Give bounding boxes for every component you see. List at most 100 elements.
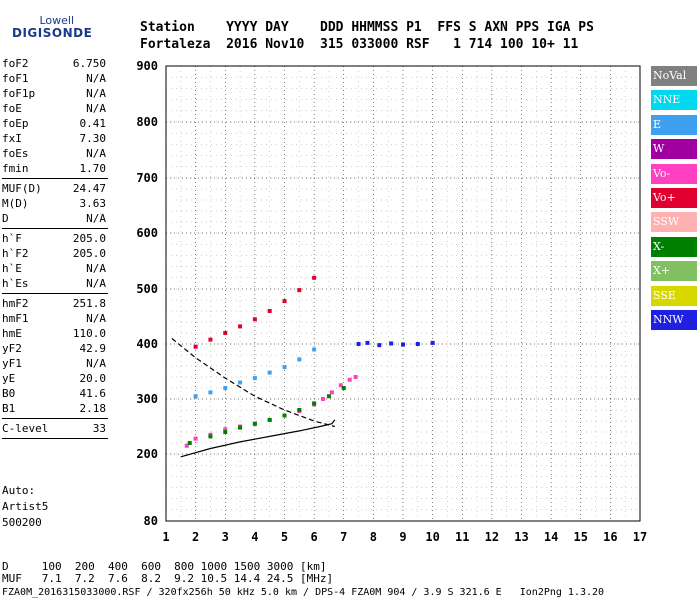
param-name: yF1 (2, 357, 22, 370)
param-row: h`E N/A (2, 261, 108, 276)
echo-point (223, 331, 228, 335)
param-value: 0.41 (79, 117, 107, 130)
echo-point (187, 441, 192, 445)
profile-curves (171, 338, 336, 458)
echo-point (356, 342, 361, 346)
echo-point (341, 386, 346, 390)
param-value: 6.750 (72, 57, 106, 70)
params-group5: C-level 33 (2, 421, 108, 436)
param-row: D N/A (2, 211, 108, 226)
legend-item: Vo- (651, 163, 697, 184)
param-row: foEp 0.41 (2, 116, 108, 131)
echo-traces (184, 275, 435, 448)
echo-point (193, 344, 198, 349)
x-tick-label: 7 (340, 530, 347, 544)
param-value: 3.63 (79, 197, 107, 210)
x-tick-label: 13 (514, 530, 528, 544)
params-group2: MUF(D) 24.47 M(D) 3.63 D N/A (2, 181, 108, 226)
legend: NoVal NNE E W Vo- Vo+ SSW X- X+ SSE NNW (651, 66, 697, 334)
param-value: 7.30 (79, 132, 107, 145)
y-tick-label: 800 (136, 115, 158, 129)
echo-point (377, 343, 382, 348)
echo-point (415, 342, 420, 346)
x-tick-label: 17 (633, 530, 647, 544)
legend-item: W (651, 139, 697, 160)
echo-point (312, 401, 317, 406)
echo-point (267, 309, 272, 313)
param-name: M(D) (2, 197, 29, 210)
echo-point (267, 370, 272, 375)
echo-point (297, 408, 302, 412)
param-row: yF2 42.9 (2, 341, 108, 356)
version-label: 500200 (2, 516, 42, 529)
x-tick-label: 5 (281, 530, 288, 544)
echo-point (365, 340, 370, 345)
param-row: yF1 N/A (2, 356, 108, 371)
x-tick-label: 6 (311, 530, 318, 544)
param-row: fxI 7.30 (2, 131, 108, 146)
chart-grid (165, 65, 641, 522)
param-name: yE (2, 372, 16, 385)
echo-point (338, 383, 343, 388)
param-value: 110.0 (72, 327, 106, 340)
param-value: N/A (86, 87, 106, 100)
param-name: fmin (2, 162, 29, 175)
param-name: yF2 (2, 342, 22, 355)
param-value: N/A (86, 147, 106, 160)
legend-item: SSW (651, 212, 697, 233)
param-row: foEs N/A (2, 146, 108, 161)
legend-item: SSE (651, 285, 697, 306)
param-name: D (2, 212, 9, 225)
echo-point (223, 427, 228, 432)
echo-point (389, 341, 394, 346)
y-tick-label: 300 (136, 392, 158, 406)
param-value: 20.0 (79, 372, 107, 385)
artist-label: Artist5 (2, 500, 49, 513)
param-name: h`F2 (2, 247, 29, 260)
param-row: hmF2 251.8 (2, 296, 108, 311)
param-value: 42.9 (79, 342, 107, 355)
echo-point (252, 376, 257, 381)
legend-item: NNE (651, 90, 697, 111)
param-value: 2.18 (79, 402, 107, 415)
param-value: N/A (86, 212, 106, 225)
param-name: h`Es (2, 277, 29, 290)
param-row: hmE 110.0 (2, 326, 108, 341)
param-row: h`Es N/A (2, 276, 108, 291)
x-tick-label: 16 (603, 530, 617, 544)
y-tick-label: 500 (136, 282, 158, 296)
param-row: foF1 N/A (2, 71, 108, 86)
echo-point (208, 434, 213, 439)
echo-point (223, 386, 228, 390)
param-name: foF1p (2, 87, 36, 100)
y-tick-label: 700 (136, 171, 158, 185)
profile-curve (180, 419, 336, 458)
x-tick-label: 12 (485, 530, 499, 544)
param-name: foEs (2, 147, 29, 160)
x-tick-label: 2 (192, 530, 199, 544)
param-row: h`F 205.0 (2, 231, 108, 246)
param-value: 41.6 (79, 387, 107, 400)
param-value: 205.0 (72, 247, 106, 260)
param-value: 251.8 (72, 297, 106, 310)
y-tick-label: 400 (136, 337, 158, 351)
param-value: N/A (86, 357, 106, 370)
x-tick-label: 15 (574, 530, 588, 544)
param-name: h`F (2, 232, 22, 245)
param-row: foF1p N/A (2, 86, 108, 101)
param-row: yE 20.0 (2, 371, 108, 386)
x-tick-label: 10 (425, 530, 439, 544)
divider (2, 228, 108, 229)
echo-point (238, 324, 243, 329)
param-row: M(D) 3.63 (2, 196, 108, 211)
param-name: hmE (2, 327, 22, 340)
footer-muf-row: MUF 7.1 7.2 7.6 8.2 9.2 10.5 14.4 24.5 [… (2, 572, 334, 585)
echo-point (282, 299, 287, 304)
legend-item: Vo+ (651, 187, 697, 208)
echo-point (208, 390, 213, 395)
y-axis-ticks: 80 200 300 400 500 600 700 800 900 (136, 59, 158, 528)
echo-point (282, 365, 287, 370)
y-tick-label: 200 (136, 447, 158, 461)
header-values: Fortaleza 2016 Nov10 315 033000 RSF 1 71… (140, 37, 579, 52)
